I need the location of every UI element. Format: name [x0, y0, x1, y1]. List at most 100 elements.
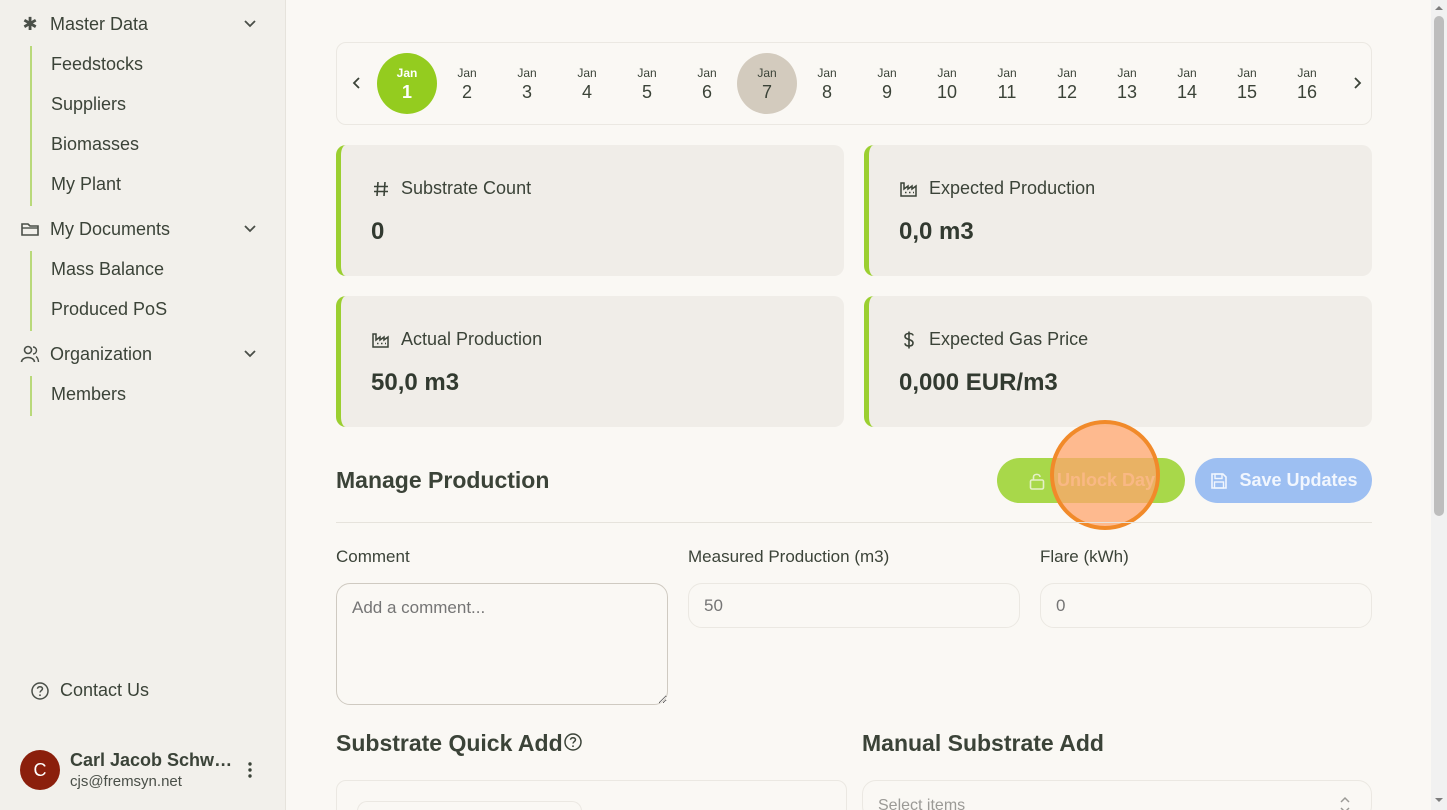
date-day[interactable]: Jan 4 [557, 53, 617, 114]
unlock-icon [1029, 473, 1045, 490]
sidebar-item-feedstocks[interactable]: Feedstocks [51, 54, 144, 74]
flare-label: Flare (kWh) [1040, 547, 1129, 566]
flare-input[interactable] [1040, 583, 1372, 628]
comment-label: Comment [336, 547, 410, 566]
quick-add-item[interactable] [357, 801, 582, 810]
date-number: 8 [821, 82, 832, 102]
sidebar-item-produced-pos[interactable]: Produced PoS [51, 299, 168, 319]
chevron-left-icon[interactable] [349, 75, 365, 91]
sidebar-item-mass-balance[interactable]: Mass Balance [51, 259, 165, 279]
help-circle-icon[interactable] [563, 732, 583, 752]
contact-us-label: Contact Us [60, 680, 150, 700]
date-day[interactable]: Jan 11 [977, 53, 1037, 114]
date-month: Jan [637, 66, 657, 80]
scrollbar[interactable] [1431, 0, 1447, 810]
date-number: 13 [1116, 82, 1138, 102]
date-day[interactable]: Jan 5 [617, 53, 677, 114]
sidebar: ✱ Master Data Feedstocks Suppliers Bioma… [0, 0, 286, 810]
date-month: Jan [937, 66, 957, 80]
scrollbar-thumb[interactable] [1434, 16, 1444, 516]
date-number: 9 [881, 82, 892, 102]
select-placeholder: Select items [878, 797, 966, 810]
date-day[interactable]: Jan 15 [1217, 53, 1277, 114]
date-day[interactable]: Jan 1 [377, 53, 437, 114]
nav-group-organization-toggle[interactable]: Organization [0, 336, 286, 372]
nav-group-label: Master Data [50, 13, 149, 34]
measured-production-input[interactable] [688, 583, 1020, 628]
date-day[interactable]: Jan 13 [1097, 53, 1157, 114]
kebab-menu-icon[interactable] [245, 760, 255, 780]
date-month: Jan [877, 66, 897, 80]
chevron-down-icon [244, 350, 256, 358]
actual-production-card: Actual Production 50,0 m3 [336, 296, 844, 427]
date-day[interactable]: Jan 7 [737, 53, 797, 114]
card-value: 0 [371, 218, 385, 245]
date-day[interactable]: Jan 16 [1277, 53, 1337, 114]
date-month: Jan [577, 66, 597, 80]
card-value: 50,0 m3 [371, 369, 460, 396]
nav-group-master-data-toggle[interactable]: ✱ Master Data [0, 6, 286, 42]
date-month: Jan [1057, 66, 1077, 80]
scroll-up-icon[interactable] [1434, 3, 1444, 13]
sidebar-item-members[interactable]: Members [51, 384, 127, 404]
date-strip: Jan 1 Jan 2 Jan 3 Jan 4 Jan 5 Jan 6 Jan 7 Jan 8 Jan 9 Jan 1… [336, 42, 1372, 125]
date-number: 16 [1296, 82, 1318, 102]
date-number: 10 [936, 82, 958, 102]
sidebar-item-my-plant[interactable]: My Plant [51, 174, 122, 194]
date-day[interactable]: Jan 2 [437, 53, 497, 114]
date-month: Jan [1297, 66, 1317, 80]
user-name: Carl Jacob Schwar... [70, 750, 235, 770]
sidebar-item-biomasses[interactable]: Biomasses [51, 134, 140, 154]
chevron-up-down-icon [1340, 796, 1350, 810]
factory-icon [372, 332, 389, 348]
nav-group-label: My Documents [50, 218, 171, 239]
expected-production-card: Expected Production 0,0 m3 [864, 145, 1372, 276]
card-label: Substrate Count [401, 178, 532, 198]
asterisk-icon: ✱ [22, 13, 38, 34]
scroll-down-icon[interactable] [1434, 795, 1444, 805]
date-number: 3 [521, 82, 532, 102]
unlock-day-button[interactable]: Unlock Day [997, 458, 1185, 503]
avatar[interactable]: C [20, 750, 60, 790]
users-icon [20, 345, 40, 363]
card-label: Actual Production [401, 329, 543, 349]
substrate-quick-add-title: Substrate Quick Add [336, 730, 563, 756]
comment-textarea[interactable] [336, 583, 668, 705]
save-updates-button[interactable]: Save Updates [1195, 458, 1372, 503]
date-day[interactable]: Jan 8 [797, 53, 857, 114]
substrate-select[interactable]: Select items [862, 780, 1372, 810]
sidebar-item-suppliers[interactable]: Suppliers [51, 94, 127, 114]
date-month: Jan [997, 66, 1017, 80]
date-number: 4 [581, 82, 592, 102]
manage-production-title: Manage Production [336, 467, 550, 493]
contact-us-link[interactable]: Contact Us [30, 680, 149, 701]
date-month: Jan [396, 66, 418, 80]
date-month: Jan [1237, 66, 1257, 80]
measured-production-label: Measured Production (m3) [688, 547, 890, 566]
date-day[interactable]: Jan 10 [917, 53, 977, 114]
chevron-down-icon [244, 20, 256, 28]
date-day[interactable]: Jan 9 [857, 53, 917, 114]
chevron-down-icon [244, 225, 256, 233]
save-updates-label: Save Updates [1239, 470, 1358, 490]
card-value: 0,000 EUR/m3 [899, 369, 1058, 396]
card-value: 0,0 m3 [899, 218, 974, 245]
nav-group-line [30, 46, 32, 206]
user-email: cjs@fremsyn.net [70, 773, 182, 790]
nav-group-my-documents-toggle[interactable]: My Documents [0, 211, 286, 247]
nav-group-line [30, 376, 32, 416]
hash-icon [374, 181, 388, 196]
date-month: Jan [457, 66, 477, 80]
user-profile: C Carl Jacob Schwar... cjs@fremsyn.net [20, 750, 270, 790]
card-label: Expected Gas Price [929, 329, 1089, 349]
date-day[interactable]: Jan 6 [677, 53, 737, 114]
expected-gas-price-card: Expected Gas Price 0,000 EUR/m3 [864, 296, 1372, 427]
date-day[interactable]: Jan 14 [1157, 53, 1217, 114]
nav-group-label: Organization [50, 343, 153, 364]
date-number: 1 [401, 82, 412, 102]
date-day[interactable]: Jan 12 [1037, 53, 1097, 114]
chevron-right-icon[interactable] [1349, 75, 1365, 91]
date-month: Jan [1177, 66, 1197, 80]
save-icon [1211, 472, 1228, 489]
date-day[interactable]: Jan 3 [497, 53, 557, 114]
